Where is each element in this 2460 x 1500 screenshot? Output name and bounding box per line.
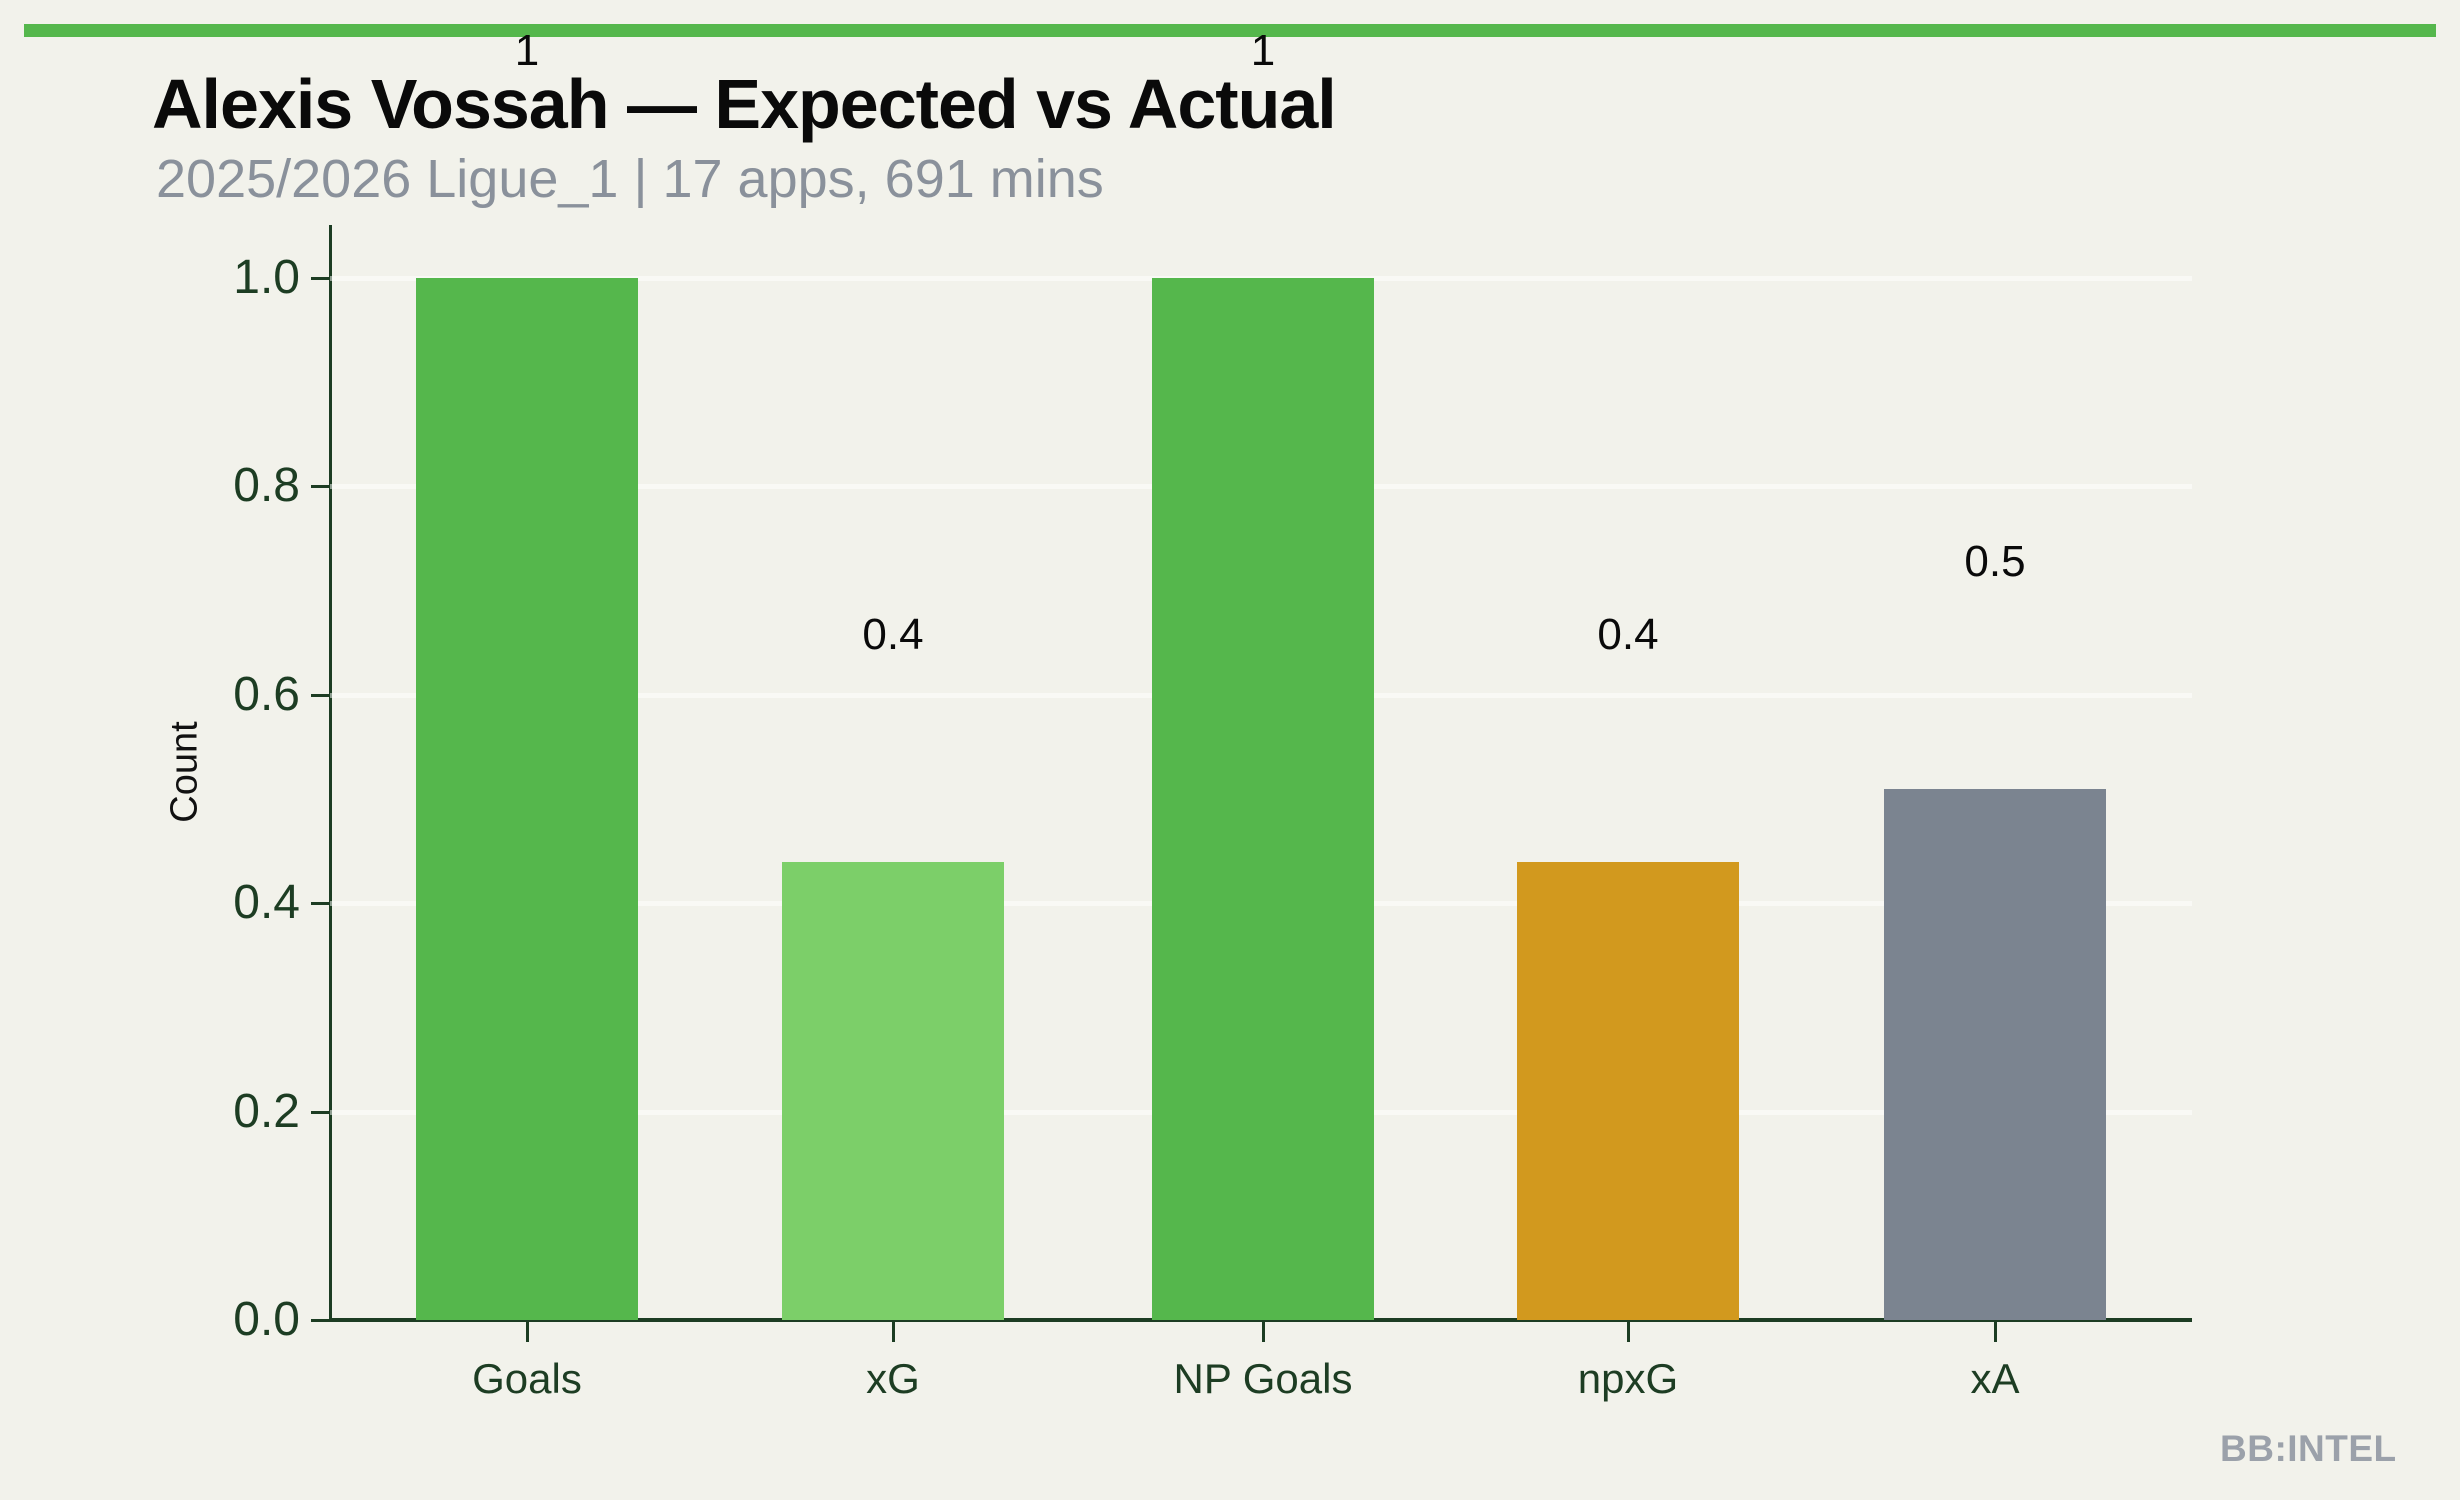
y-tick-label-0.8: 0.8: [233, 459, 300, 513]
y-tick-0.4: [311, 902, 330, 906]
bar-value-label-goals: 1: [514, 26, 540, 75]
x-tick-label-xg: xG: [866, 1355, 920, 1402]
bar-value-label-npxg: 0.4: [1597, 610, 1659, 659]
y-tick-label-1.0: 1.0: [233, 251, 300, 304]
y-tick-label-0.6: 0.6: [233, 667, 300, 721]
x-tick-label-npxg: npxG: [1577, 1355, 1679, 1402]
x-tick-label-xa: xA: [1970, 1355, 2020, 1402]
bar-value-label-xg: 0.4: [862, 610, 924, 659]
y-tick-label-0.0: 0.0: [233, 1293, 300, 1346]
y-tick-label-0.2: 0.2: [233, 1084, 300, 1138]
y-tick-0.0: [311, 1319, 330, 1322]
y-axis-spine: [329, 225, 332, 1320]
x-tick-label-goals: Goals: [472, 1355, 582, 1402]
y-tick-1.0: [311, 277, 330, 280]
accent-strip: [24, 24, 2436, 37]
bar-xa: [1884, 789, 2106, 1320]
bar-goals: [416, 278, 638, 1320]
plot-area: 0.0 0.2 0.4 0.6 0.8 1.0 1 Goals 0.4 xG 1 NP Goals 0.…: [233, 29, 2192, 1402]
x-tick-xa: [1994, 1322, 1997, 1342]
chart-title: Alexis Vossah — Expected vs Actual: [152, 65, 1337, 143]
bar-value-label-xa: 0.5: [1964, 537, 2026, 586]
x-tick-npxg: [1627, 1322, 1630, 1342]
x-tick-label-np-goals: NP Goals: [1173, 1355, 1353, 1402]
chart-subtitle: 2025/2026 Ligue_1 | 17 apps, 691 mins: [156, 149, 1104, 209]
x-tick-goals: [526, 1322, 529, 1342]
bar-npxg: [1517, 862, 1739, 1320]
brand-watermark: BB:INTEL: [2220, 1428, 2397, 1469]
y-axis-label: Count: [163, 721, 206, 823]
x-tick-np-goals: [1262, 1322, 1265, 1342]
bar-np-goals: [1152, 278, 1374, 1320]
y-tick-0.6: [311, 693, 330, 697]
x-tick-xg: [892, 1322, 895, 1342]
x-axis-spine: [329, 1318, 2192, 1322]
y-tick-0.2: [311, 1110, 330, 1114]
bar-xg: [782, 862, 1004, 1320]
bar-value-label-np-goals: 1: [1250, 26, 1276, 75]
y-tick-label-0.4: 0.4: [233, 876, 300, 930]
y-tick-0.8: [311, 485, 330, 489]
